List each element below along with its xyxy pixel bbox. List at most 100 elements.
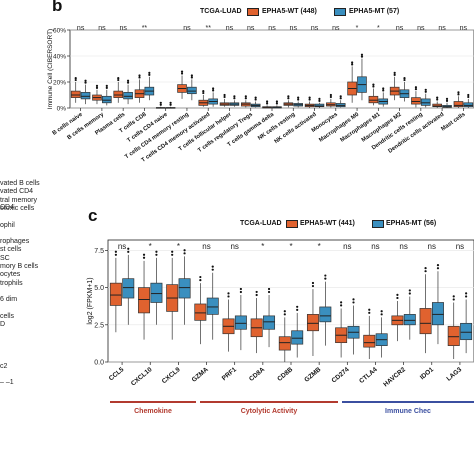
y-axis-label: log2 (FPKM+1) <box>87 277 94 324</box>
left-legend-item: ophil <box>0 221 15 229</box>
outlier-mt <box>445 99 449 102</box>
outlier-mt <box>183 249 186 252</box>
outlier-wt <box>244 95 247 98</box>
left-legend-item: mory B cells <box>0 263 39 270</box>
significance-label: ns <box>396 25 404 32</box>
outlier-mt <box>408 289 411 292</box>
significance-label: ns <box>460 25 468 32</box>
significance-label: ns <box>118 242 126 251</box>
outlier-wt <box>114 250 117 253</box>
outlier-mt <box>148 71 151 74</box>
outlier-mt <box>445 97 449 100</box>
x-tick-label: CD8B <box>276 366 294 383</box>
outlier-mt <box>267 287 271 291</box>
y-tick-label: 5.0 <box>94 285 104 292</box>
box-wt <box>447 325 460 346</box>
outlier-mt <box>211 268 214 271</box>
left-legend-item: – –1 <box>0 379 14 387</box>
significance-label: ns <box>417 25 425 32</box>
significance-label: ns <box>290 25 298 32</box>
outlier-wt <box>265 102 269 105</box>
outlier-mt <box>254 98 257 101</box>
significance-label: ns <box>226 25 234 32</box>
outlier-mt <box>105 84 108 87</box>
left-legend-item: cells <box>0 312 15 320</box>
legend-swatch-mt-c <box>372 220 384 228</box>
outlier-mt <box>84 79 87 82</box>
outlier-mt <box>339 97 342 100</box>
outlier-wt <box>74 77 77 80</box>
outlier-mt <box>233 97 236 100</box>
significance-label: ns <box>332 25 340 32</box>
outlier-wt <box>142 256 146 259</box>
x-tick-label: CTLA4 <box>358 366 379 385</box>
outlier-wt <box>457 93 460 96</box>
outlier-wt <box>424 270 427 273</box>
y-tick-label: 2.5 <box>94 322 104 329</box>
significance-label: ns <box>343 242 351 251</box>
legend-label-mt-c: EPHA5-MT (56) <box>386 220 437 227</box>
outlier-wt <box>159 103 162 106</box>
legend-swatch-wt-c <box>286 220 298 228</box>
outlier-mt <box>155 253 158 256</box>
outlier-mt <box>403 78 406 82</box>
outlier-mt <box>211 265 214 268</box>
outlier-wt <box>114 253 117 256</box>
outlier-wt <box>452 298 455 301</box>
box-mt <box>187 86 197 95</box>
outlier-mt <box>360 53 364 56</box>
legend-title-c: TCGA-LUAD <box>240 220 282 227</box>
outlier-wt <box>138 76 141 79</box>
outlier-wt <box>329 95 332 99</box>
left-legend-item: otoxic cells <box>0 204 35 212</box>
outlier-wt <box>244 97 247 100</box>
outlier-mt <box>212 87 215 90</box>
outlier-wt <box>199 278 202 282</box>
box-wt <box>368 95 379 104</box>
outlier-wt <box>199 275 202 279</box>
outlier-mt <box>360 55 364 58</box>
legend-swatch-mt-b <box>334 8 346 16</box>
outlier-wt <box>396 296 399 300</box>
outlier-wt <box>283 313 286 316</box>
box-wt <box>278 336 291 351</box>
box-mt <box>123 92 133 100</box>
outlier-mt <box>148 73 151 76</box>
x-tick-label: CD8A <box>248 366 266 383</box>
box-mt <box>314 103 325 108</box>
box-mt <box>463 102 474 108</box>
outlier-mt <box>254 96 257 99</box>
outlier-wt <box>180 70 184 73</box>
outlier-mt <box>297 96 300 99</box>
outlier-wt <box>308 98 311 101</box>
outlier-mt <box>436 267 440 270</box>
outlier-mt <box>467 95 470 99</box>
significance-label: ** <box>142 25 148 32</box>
significance-label: ns <box>456 242 464 251</box>
outlier-wt <box>372 83 375 86</box>
box-mt <box>431 302 444 326</box>
outlier-mt <box>296 305 299 308</box>
left-legend-item: rophages <box>0 238 30 246</box>
outlier-mt <box>239 290 242 294</box>
x-tick-label: LAG3 <box>445 366 463 383</box>
outlier-wt <box>393 71 396 74</box>
outlier-wt <box>311 281 315 285</box>
y-tick-label: 60% <box>53 28 66 35</box>
legend-label-wt-c: EPHA5-WT (441) <box>300 220 355 227</box>
outlier-mt <box>467 93 470 97</box>
outlier-mt <box>465 295 468 298</box>
outlier-wt <box>436 98 439 101</box>
outlier-wt <box>223 95 226 99</box>
outlier-wt <box>283 310 286 313</box>
outlier-mt <box>183 252 186 255</box>
significance-label: * <box>356 25 359 32</box>
box-wt <box>113 90 124 98</box>
significance-label: ** <box>205 25 211 32</box>
x-tick-label: CD274 <box>331 366 351 385</box>
legend-label-mt-b: EPHA5-MT (57) <box>349 8 400 15</box>
outlier-wt <box>436 96 439 99</box>
outlier-wt <box>308 96 311 99</box>
x-tick-label: CCL5 <box>108 366 126 383</box>
